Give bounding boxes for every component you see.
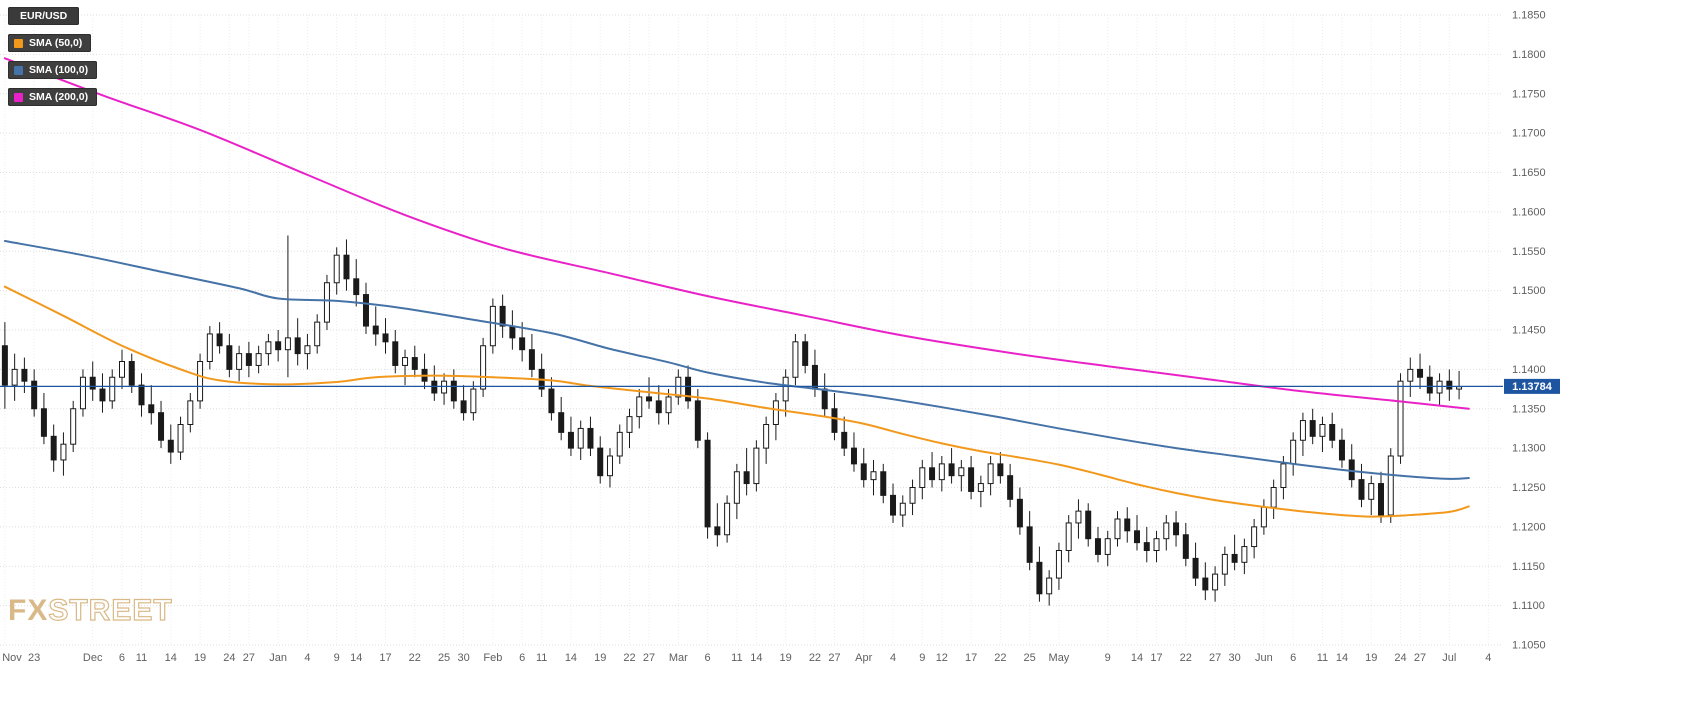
- svg-text:Mar: Mar: [669, 652, 688, 664]
- svg-text:22: 22: [809, 652, 821, 664]
- svg-text:1.1600: 1.1600: [1512, 206, 1546, 218]
- svg-text:1.1050: 1.1050: [1512, 640, 1546, 652]
- svg-text:14: 14: [1131, 652, 1143, 664]
- svg-text:1.1200: 1.1200: [1512, 521, 1546, 533]
- svg-text:19: 19: [194, 652, 206, 664]
- svg-text:1.1750: 1.1750: [1512, 88, 1546, 100]
- svg-text:1.1850: 1.1850: [1512, 10, 1546, 22]
- svg-text:11: 11: [136, 652, 147, 664]
- symbol-badge[interactable]: EUR/USD: [8, 7, 80, 25]
- svg-text:Feb: Feb: [483, 652, 502, 664]
- sma200-badge[interactable]: SMA (200,0): [8, 88, 98, 106]
- svg-text:19: 19: [594, 652, 606, 664]
- svg-text:6: 6: [519, 652, 525, 664]
- svg-text:1.1250: 1.1250: [1512, 482, 1546, 494]
- svg-text:Jul: Jul: [1442, 652, 1456, 664]
- svg-text:9: 9: [919, 652, 925, 664]
- svg-text:22: 22: [1180, 652, 1192, 664]
- watermark-fx: FX: [8, 594, 49, 627]
- svg-text:1.1550: 1.1550: [1512, 246, 1546, 258]
- svg-text:4: 4: [304, 652, 310, 664]
- svg-text:27: 27: [828, 652, 840, 664]
- svg-text:24: 24: [1394, 652, 1406, 664]
- svg-text:Jan: Jan: [269, 652, 287, 664]
- svg-text:Apr: Apr: [855, 652, 872, 664]
- svg-text:4: 4: [890, 652, 896, 664]
- sma100-color-chip: [14, 65, 23, 75]
- sma50-label: SMA (50,0): [29, 37, 83, 49]
- svg-text:25: 25: [438, 652, 450, 664]
- svg-text:12: 12: [936, 652, 948, 664]
- svg-text:24: 24: [223, 652, 235, 664]
- svg-text:11: 11: [731, 652, 742, 664]
- svg-text:14: 14: [750, 652, 762, 664]
- svg-text:9: 9: [334, 652, 340, 664]
- svg-text:1.1450: 1.1450: [1512, 325, 1546, 337]
- svg-text:14: 14: [350, 652, 362, 664]
- svg-text:1.13784: 1.13784: [1512, 381, 1553, 393]
- svg-text:Dec: Dec: [83, 652, 103, 664]
- sma100-badge[interactable]: SMA (100,0): [8, 61, 98, 79]
- svg-text:9: 9: [1105, 652, 1111, 664]
- svg-text:1.1150: 1.1150: [1512, 561, 1545, 573]
- svg-text:1.1300: 1.1300: [1512, 443, 1546, 455]
- svg-text:30: 30: [457, 652, 469, 664]
- svg-text:25: 25: [1024, 652, 1036, 664]
- fxstreet-watermark: FXSTREET: [8, 593, 173, 628]
- svg-text:23: 23: [28, 652, 40, 664]
- svg-text:27: 27: [243, 652, 255, 664]
- svg-text:11: 11: [1317, 652, 1328, 664]
- svg-text:22: 22: [623, 652, 635, 664]
- sma50-badge[interactable]: SMA (50,0): [8, 34, 92, 52]
- svg-text:14: 14: [565, 652, 577, 664]
- symbol-label: EUR/USD: [20, 10, 68, 22]
- svg-text:1.1500: 1.1500: [1512, 285, 1546, 297]
- svg-text:17: 17: [1150, 652, 1162, 664]
- sma100-label: SMA (100,0): [29, 64, 89, 76]
- svg-text:Jun: Jun: [1255, 652, 1273, 664]
- svg-text:May: May: [1049, 652, 1070, 664]
- svg-text:6: 6: [705, 652, 711, 664]
- svg-text:30: 30: [1228, 652, 1240, 664]
- svg-text:6: 6: [119, 652, 125, 664]
- svg-text:6: 6: [1290, 652, 1296, 664]
- sma200-color-chip: [14, 92, 23, 102]
- svg-text:1.1650: 1.1650: [1512, 167, 1546, 179]
- svg-text:27: 27: [643, 652, 655, 664]
- svg-text:17: 17: [379, 652, 391, 664]
- svg-text:4: 4: [1485, 652, 1491, 664]
- svg-text:1.1400: 1.1400: [1512, 364, 1546, 376]
- svg-text:1.1800: 1.1800: [1512, 49, 1546, 61]
- svg-text:27: 27: [1414, 652, 1426, 664]
- legend: EUR/USD SMA (50,0) SMA (100,0) SMA (200,…: [8, 7, 98, 115]
- svg-text:1.1100: 1.1100: [1512, 600, 1545, 612]
- svg-text:11: 11: [536, 652, 547, 664]
- sma50-color-chip: [14, 38, 23, 48]
- sma200-label: SMA (200,0): [29, 91, 89, 103]
- svg-text:1.1350: 1.1350: [1512, 403, 1546, 415]
- svg-text:14: 14: [1336, 652, 1348, 664]
- svg-text:27: 27: [1209, 652, 1221, 664]
- svg-text:17: 17: [965, 652, 977, 664]
- svg-text:1.1700: 1.1700: [1512, 128, 1546, 140]
- svg-text:14: 14: [165, 652, 177, 664]
- svg-text:22: 22: [409, 652, 421, 664]
- svg-text:19: 19: [1365, 652, 1377, 664]
- svg-text:22: 22: [994, 652, 1006, 664]
- watermark-street: STREET: [48, 593, 173, 627]
- svg-text:Nov: Nov: [2, 652, 22, 664]
- svg-text:19: 19: [780, 652, 792, 664]
